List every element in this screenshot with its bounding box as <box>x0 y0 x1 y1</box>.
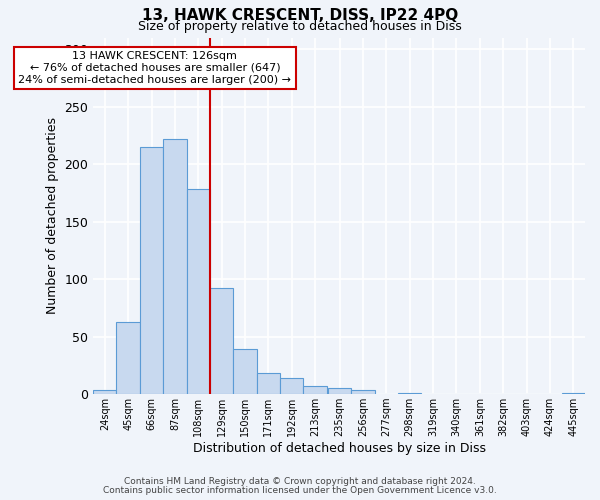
Bar <box>351 390 374 394</box>
Bar <box>163 138 187 394</box>
Bar <box>93 390 116 394</box>
Bar <box>116 322 140 394</box>
Text: Size of property relative to detached houses in Diss: Size of property relative to detached ho… <box>138 20 462 33</box>
Y-axis label: Number of detached properties: Number of detached properties <box>46 118 59 314</box>
Bar <box>187 190 210 394</box>
Bar <box>398 393 421 394</box>
Bar <box>210 288 233 394</box>
Bar <box>140 147 163 394</box>
Bar <box>280 378 304 394</box>
Text: Contains HM Land Registry data © Crown copyright and database right 2024.: Contains HM Land Registry data © Crown c… <box>124 477 476 486</box>
Text: Contains public sector information licensed under the Open Government Licence v3: Contains public sector information licen… <box>103 486 497 495</box>
Text: 13 HAWK CRESCENT: 126sqm
← 76% of detached houses are smaller (647)
24% of semi-: 13 HAWK CRESCENT: 126sqm ← 76% of detach… <box>19 52 292 84</box>
Text: 13, HAWK CRESCENT, DISS, IP22 4PQ: 13, HAWK CRESCENT, DISS, IP22 4PQ <box>142 8 458 24</box>
Bar <box>304 386 327 394</box>
Bar <box>257 374 280 394</box>
Bar <box>562 393 585 394</box>
Bar <box>328 388 351 394</box>
X-axis label: Distribution of detached houses by size in Diss: Distribution of detached houses by size … <box>193 442 485 455</box>
Bar <box>233 350 257 394</box>
